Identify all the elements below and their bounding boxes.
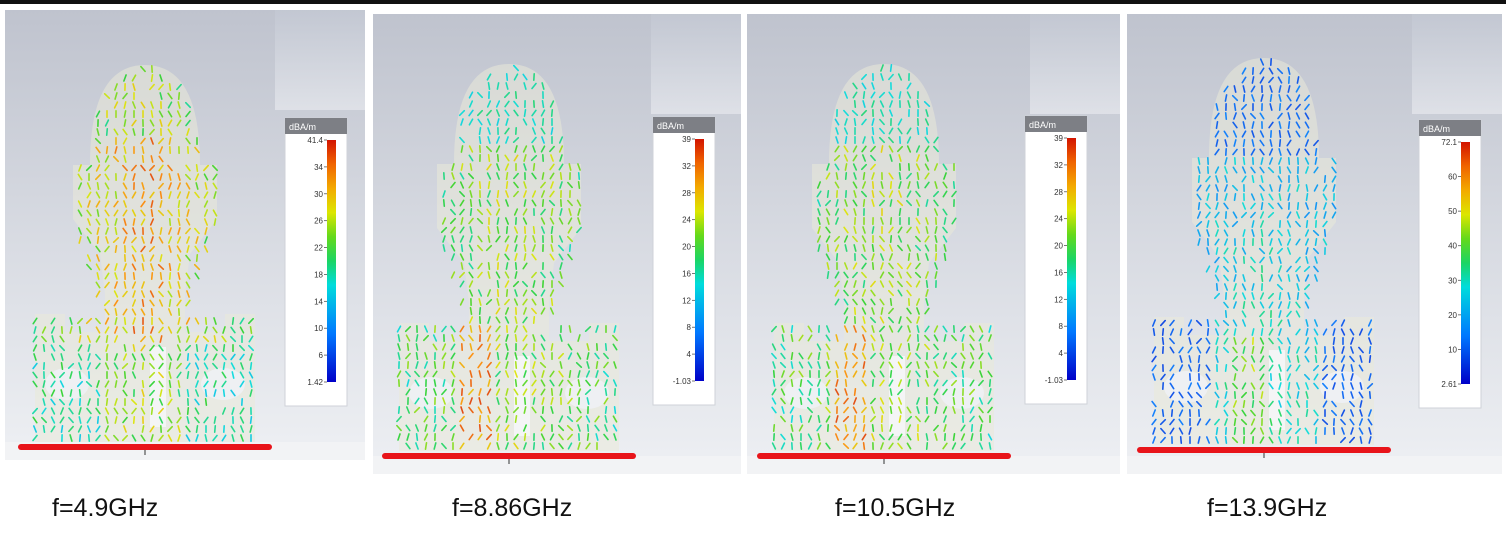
colorbar-legend: dBA/m 72.1 60 50 40 30 20 10 2.61	[1418, 119, 1482, 409]
colorbar-gradient	[695, 139, 704, 381]
caption-panel-4: f=13.9GHz	[1207, 494, 1328, 522]
feed-strip	[18, 444, 272, 450]
colorbar-tick-label: 6	[319, 351, 324, 360]
colorbar-tick-label: 8	[687, 323, 692, 332]
colorbar-tick-label: 30	[1448, 276, 1457, 285]
field-plot-1: dBA/m 41.4 34 30 26 22 18 14 10 6 1.42	[5, 10, 365, 460]
ground-slot	[409, 377, 453, 409]
viewport-shade	[275, 10, 365, 110]
colorbar-tick-label: 20	[1448, 311, 1457, 320]
ground-slot	[45, 368, 89, 400]
colorbar-gradient	[1067, 138, 1076, 380]
colorbar-tick-label: 28	[1054, 188, 1063, 197]
colorbar-tick-label: 10	[1448, 345, 1457, 354]
caption-panel-2: f=8.86GHz	[452, 494, 573, 522]
colorbar-gradient	[327, 140, 336, 382]
antenna-silhouette	[35, 65, 255, 442]
colorbar-tick-label: 39	[1054, 134, 1063, 143]
colorbar-tick-label: 32	[1054, 161, 1063, 170]
colorbar-header	[1025, 116, 1087, 132]
colorbar-tick-label: 60	[1448, 173, 1457, 182]
colorbar-tick-label: 34	[314, 163, 323, 172]
field-plot-4: dBA/m 72.1 60 50 40 30 20 10 2.61	[1127, 14, 1502, 474]
current-vectors	[31, 64, 254, 443]
colorbar-tick-label: 12	[682, 296, 691, 305]
colorbar-tick-label: 32	[682, 162, 691, 171]
colorbar-tick-label: -1.03	[673, 377, 692, 386]
colorbar-tick-label: 10	[314, 324, 323, 333]
colorbar-legend: dBA/m 41.4 34 30 26 22 18 14 10 6 1.42	[284, 117, 348, 407]
current-vectors	[1151, 57, 1374, 445]
colorbar-header	[1419, 120, 1481, 136]
ground-slot	[940, 377, 984, 409]
feed-strip	[757, 453, 1011, 459]
colorbar-tick-label: 30	[314, 190, 323, 199]
colorbar-header	[653, 117, 715, 133]
colorbar-tick-label: -1.03	[1045, 376, 1064, 385]
colorbar-tick-label: 16	[682, 269, 691, 278]
simulation-panel-4: dBA/m 72.1 60 50 40 30 20 10 2.61	[1127, 14, 1502, 474]
colorbar-tick-label: 8	[1059, 322, 1064, 331]
colorbar-tick-label: 12	[1054, 295, 1063, 304]
feed-strip	[1137, 447, 1391, 453]
colorbar-tick-label: 14	[314, 297, 323, 306]
colorbar-tick-label: 41.4	[307, 136, 323, 145]
colorbar-tick-label: 72.1	[1441, 138, 1457, 147]
colorbar-unit: dBA/m	[289, 122, 316, 132]
colorbar-tick-label: 40	[1448, 242, 1457, 251]
ground-slot	[784, 377, 828, 409]
colorbar-tick-label: 20	[682, 243, 691, 252]
colorbar-tick-label: 2.61	[1441, 380, 1457, 389]
simulation-panel-1: dBA/m 41.4 34 30 26 22 18 14 10 6 1.42	[5, 10, 365, 460]
feed-slot	[1269, 350, 1285, 430]
colorbar-tick-label: 24	[1054, 215, 1063, 224]
colorbar-tick-label: 4	[1059, 349, 1064, 358]
colorbar-unit: dBA/m	[657, 121, 684, 131]
caption-panel-1: f=4.9GHz	[52, 494, 159, 522]
colorbar-tick-label: 24	[682, 216, 691, 225]
ground-slot	[1164, 371, 1208, 403]
ground-slot	[1320, 371, 1364, 403]
top-border-line	[0, 0, 1506, 4]
caption-panel-3: f=10.5GHz	[835, 494, 956, 522]
colorbar-tick-label: 4	[687, 350, 692, 359]
current-vectors	[770, 63, 993, 451]
field-plot-3: dBA/m 39 32 28 24 20 16 12 8 4 -1.03	[747, 14, 1120, 474]
viewport-shade	[651, 14, 741, 114]
colorbar-unit: dBA/m	[1423, 124, 1450, 134]
viewport-shade	[1030, 14, 1120, 114]
colorbar-tick-label: 20	[1054, 242, 1063, 251]
feed-slot	[514, 356, 530, 436]
colorbar-tick-label: 50	[1448, 207, 1457, 216]
current-vectors	[396, 64, 618, 451]
antenna-silhouette	[774, 64, 994, 451]
feed-slot	[889, 356, 905, 436]
colorbar-tick-label: 39	[682, 135, 691, 144]
field-plot-2: dBA/m 39 32 28 24 20 16 12 8 4 -1.03	[373, 14, 741, 474]
feed-slot	[150, 347, 166, 427]
colorbar-gradient	[1461, 142, 1470, 384]
simulation-panel-3: dBA/m 39 32 28 24 20 16 12 8 4 -1.03	[747, 14, 1120, 474]
feed-strip	[382, 453, 636, 459]
colorbar-tick-label: 28	[682, 189, 691, 198]
colorbar-tick-label: 26	[314, 217, 323, 226]
colorbar-legend: dBA/m 39 32 28 24 20 16 12 8 4 -1.03	[1024, 115, 1088, 405]
colorbar-header	[285, 118, 347, 134]
colorbar-legend: dBA/m 39 32 28 24 20 16 12 8 4 -1.03	[652, 116, 716, 406]
colorbar-tick-label: 18	[314, 270, 323, 279]
colorbar-tick-label: 22	[314, 244, 323, 253]
simulation-panel-2: dBA/m 39 32 28 24 20 16 12 8 4 -1.03	[373, 14, 741, 474]
colorbar-tick-label: 16	[1054, 268, 1063, 277]
viewport-shade	[1412, 14, 1502, 114]
colorbar-unit: dBA/m	[1029, 120, 1056, 130]
colorbar-tick-label: 1.42	[307, 378, 323, 387]
